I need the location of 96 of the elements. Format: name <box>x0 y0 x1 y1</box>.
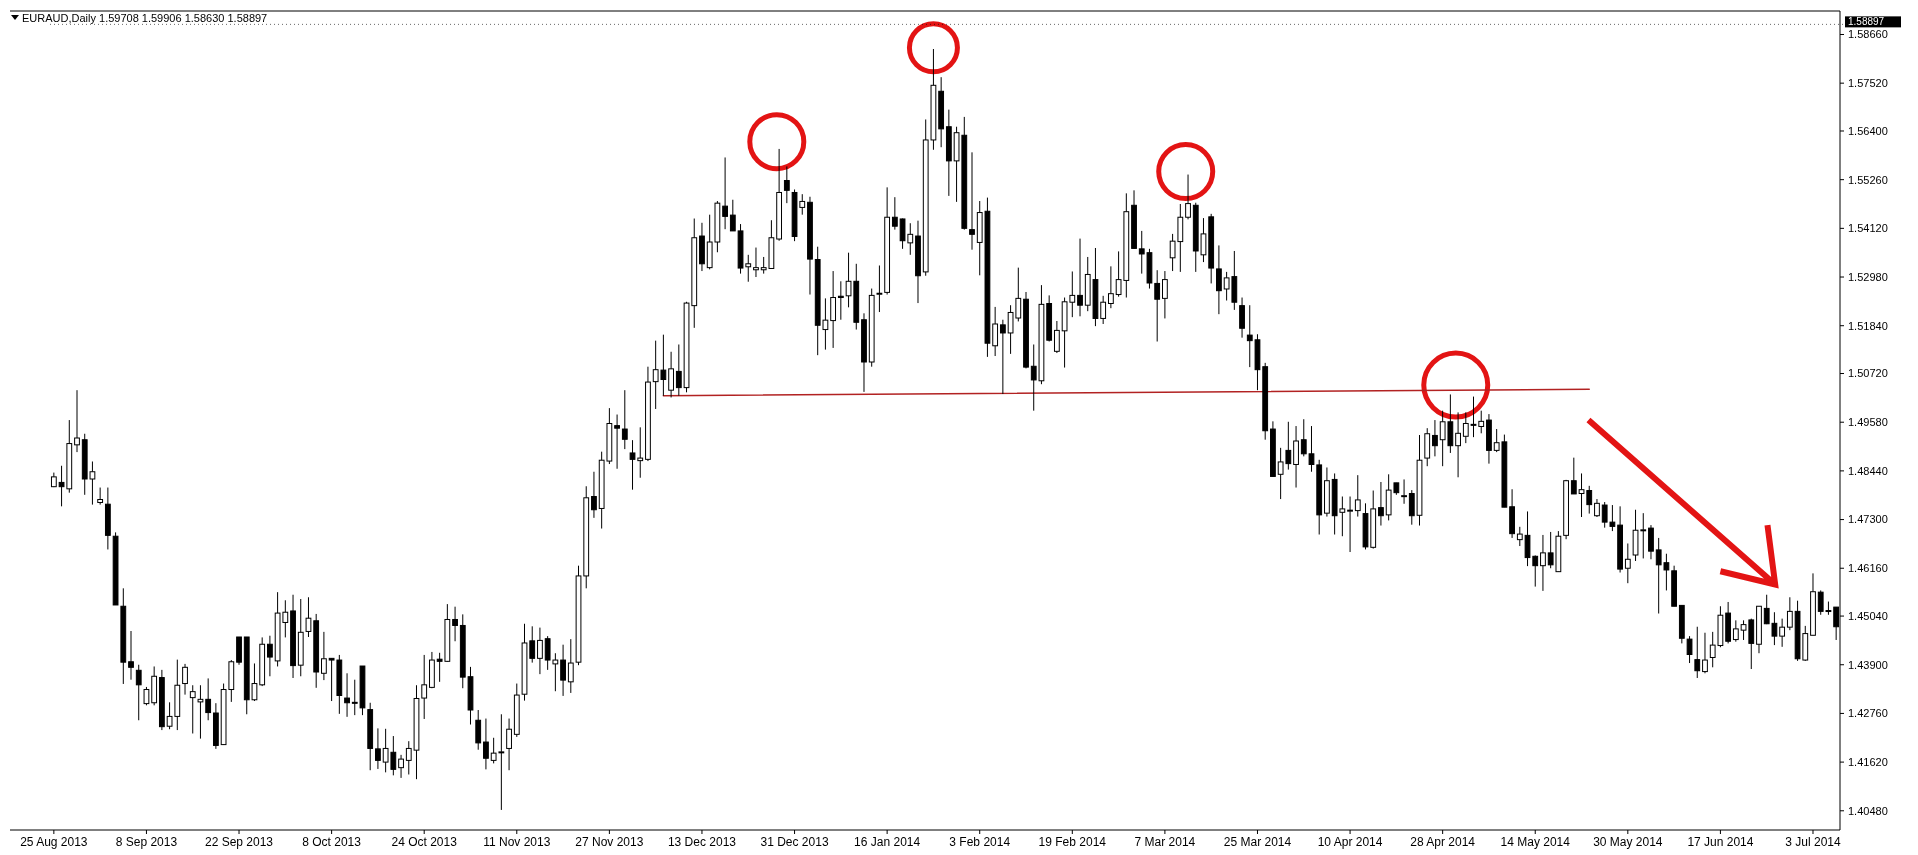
candlestick <box>1216 244 1222 315</box>
candlestick <box>992 306 999 357</box>
candlestick <box>1107 265 1114 309</box>
y-tick-label: 1.45040 <box>1848 609 1888 622</box>
x-tick-label: 30 May 2014 <box>1593 835 1663 849</box>
chart-title: EURAUD,Daily 1.59708 1.59906 1.58630 1.58897 <box>22 12 268 24</box>
candlestick <box>999 319 1006 395</box>
candlestick <box>398 754 404 779</box>
candlestick <box>621 389 628 450</box>
y-tick-label: 1.48440 <box>1848 464 1888 477</box>
x-tick-label: 19 Feb 2014 <box>1038 835 1107 849</box>
y-tick-label: 1.50720 <box>1848 367 1888 380</box>
candlestick <box>182 663 188 696</box>
x-tick-label: 16 Jan 2014 <box>854 835 921 849</box>
x-tick-label: 25 Aug 2013 <box>20 835 88 849</box>
x-tick-label: 10 Apr 2014 <box>1317 835 1383 849</box>
candlestick <box>837 280 844 321</box>
y-tick-label: 1.47300 <box>1848 513 1888 526</box>
y-tick-label: 1.55260 <box>1848 173 1888 186</box>
y-tick-label: 1.54120 <box>1848 222 1888 235</box>
candlestick <box>475 709 482 751</box>
candlestick <box>1354 474 1361 518</box>
candlestick <box>722 156 728 230</box>
candlestick <box>1455 411 1461 478</box>
candlestick <box>1648 524 1654 560</box>
candlestick <box>891 196 898 231</box>
candlestick <box>1378 481 1384 527</box>
candlestick <box>1786 596 1793 631</box>
candlestick <box>614 414 620 470</box>
y-tick-label: 1.57520 <box>1848 77 1888 90</box>
candlestick <box>483 718 489 770</box>
candlestick <box>344 672 350 718</box>
candlestick <box>1686 635 1693 664</box>
x-tick-label: 13 Dec 2013 <box>667 835 737 849</box>
y-tick-label: 1.49580 <box>1848 416 1888 429</box>
candlestick <box>876 265 883 313</box>
x-tick-label: 28 Apr 2014 <box>1410 835 1476 849</box>
x-tick-label: 11 Nov 2013 <box>483 835 551 849</box>
x-tick-label: 31 Dec 2013 <box>760 835 829 849</box>
ref-line-label: 1.58897 <box>1848 16 1885 28</box>
candlestick <box>506 718 512 771</box>
candlestick <box>189 684 196 734</box>
y-tick-label: 1.46160 <box>1848 562 1888 575</box>
candlestick <box>1293 425 1299 489</box>
candlestick <box>135 664 142 721</box>
candlestick <box>1432 419 1438 457</box>
x-tick-label: 8 Oct 2013 <box>302 835 362 849</box>
candlestick <box>267 635 273 677</box>
y-tick-label: 1.58660 <box>1848 28 1888 41</box>
x-tick-label: 8 Sep 2013 <box>115 835 178 849</box>
candlestick <box>1162 270 1168 319</box>
candlestick <box>591 471 597 519</box>
candlestick <box>205 677 212 721</box>
x-tick-label: 17 Jun 2014 <box>1687 835 1754 849</box>
candlestick <box>197 684 204 740</box>
candlestick <box>143 686 150 706</box>
x-tick-label: 22 Sep 2013 <box>205 835 274 849</box>
candlestick <box>969 151 975 251</box>
y-tick-label: 1.43900 <box>1848 658 1888 671</box>
candlestick <box>1185 174 1191 220</box>
candlestick <box>1702 632 1708 674</box>
candlestick <box>1540 534 1546 592</box>
x-tick-label: 3 Feb 2014 <box>949 835 1011 849</box>
y-tick-label: 1.52980 <box>1848 270 1888 283</box>
candlestick <box>1732 619 1739 643</box>
candlestick <box>1053 320 1060 354</box>
candlestick <box>1694 626 1701 679</box>
x-tick-label: 24 Oct 2013 <box>391 835 458 849</box>
candlestick <box>74 389 80 453</box>
candlestick <box>668 351 674 398</box>
y-tick-label: 1.41620 <box>1848 755 1888 768</box>
candlestick <box>1100 295 1107 325</box>
y-tick-label: 1.51840 <box>1848 319 1888 332</box>
candlestick <box>1624 542 1631 584</box>
candlestick <box>128 630 134 681</box>
candlestick <box>1077 238 1083 317</box>
candlestick <box>1779 618 1786 648</box>
x-tick-label: 14 May 2014 <box>1500 835 1571 849</box>
candlestick <box>537 627 543 675</box>
y-tick-label: 1.42760 <box>1848 707 1888 720</box>
candlestick <box>560 644 566 697</box>
x-tick-label: 25 Mar 2014 <box>1223 835 1292 849</box>
candlestick <box>452 606 458 642</box>
candlestick <box>321 631 327 681</box>
candlestick <box>753 247 759 278</box>
x-tick-label: 7 Mar 2014 <box>1134 835 1196 849</box>
y-tick-label: 1.56400 <box>1848 124 1888 137</box>
candlestick <box>1347 496 1353 553</box>
y-tick-label: 1.40480 <box>1848 804 1888 817</box>
candlestick <box>830 270 837 349</box>
x-tick-label: 27 Nov 2013 <box>575 835 644 849</box>
candlestick <box>375 727 381 770</box>
x-tick-label: 3 Jul 2014 <box>1785 835 1841 849</box>
candlestick <box>783 165 790 204</box>
candlestick <box>1401 478 1407 505</box>
candlestick <box>1239 297 1245 339</box>
